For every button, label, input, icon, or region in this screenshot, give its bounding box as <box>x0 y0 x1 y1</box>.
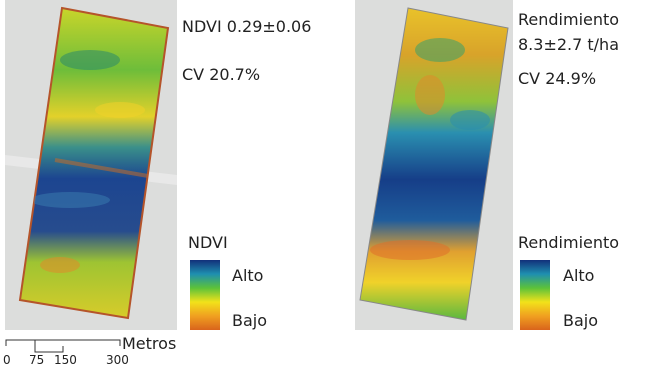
legend-high: Alto <box>563 266 594 285</box>
stat: NDVI 0.29±0.06 <box>182 17 311 36</box>
legend-colorbar <box>190 260 220 330</box>
legend-high: Alto <box>232 266 263 285</box>
legend-title: NDVI <box>188 233 228 252</box>
scale-tick: 300 <box>106 353 129 367</box>
stat: Rendimiento <box>518 10 619 29</box>
stat: 8.3±2.7 t/ha <box>518 35 619 54</box>
legend-title: Rendimiento <box>518 233 619 252</box>
scale-unit: Metros <box>122 334 176 353</box>
scale-tick: 150 <box>54 353 77 367</box>
legend-low: Bajo <box>563 311 598 330</box>
figure: NDVI 0.29±0.06 CV 20.7% NDVI Alto Bajo R… <box>0 0 648 367</box>
legend-colorbar <box>520 260 550 330</box>
stat: CV 24.9% <box>518 69 596 88</box>
scale-bar <box>6 340 120 352</box>
stat: CV 20.7% <box>182 65 260 84</box>
scale-tick: 75 <box>29 353 44 367</box>
scale-tick: 0 <box>3 353 11 367</box>
legend-low: Bajo <box>232 311 267 330</box>
